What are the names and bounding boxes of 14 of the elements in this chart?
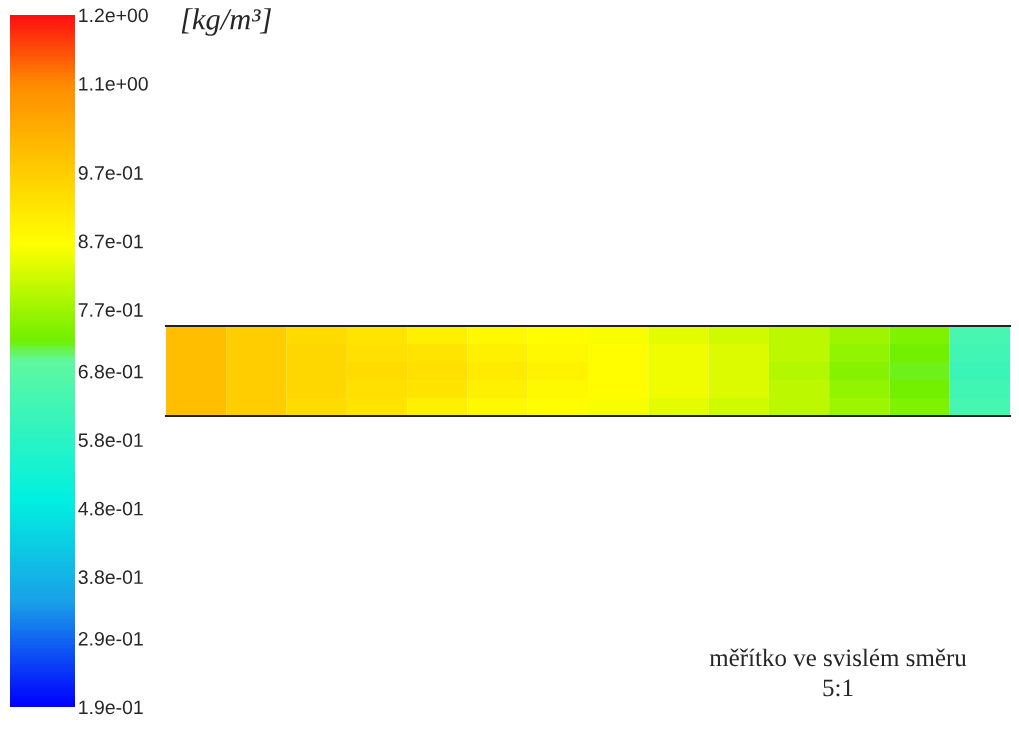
color-bar-label: 7.7e-01	[78, 303, 143, 317]
text: 5:1	[823, 679, 853, 697]
color-bar-title: [kg/m³]	[181, 8, 271, 36]
color-bar-label: 1.9e-01	[79, 700, 143, 715]
color-bar-label: 9.7e-01	[78, 166, 143, 180]
color-bar-label: 1.1e+00	[79, 76, 148, 91]
color-bar-label: 6.8e-01	[78, 364, 143, 379]
color-bar-label: 1.2e+00	[79, 8, 148, 23]
color-bar-label: 4.8e-01	[78, 501, 143, 516]
color-bar-label: 3.8e-01	[78, 570, 143, 585]
text: měřítko ve svislém směru	[709, 648, 967, 667]
color-bar-label: 8.7e-01	[78, 234, 143, 249]
color-bar-label: 2.9e-01	[78, 631, 143, 646]
color-bar-label: 5.8e-01	[78, 433, 143, 448]
